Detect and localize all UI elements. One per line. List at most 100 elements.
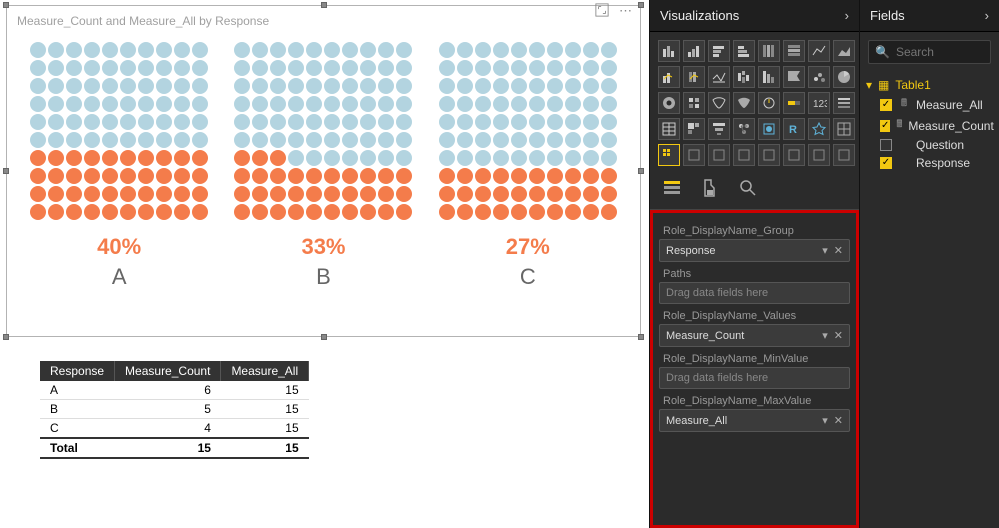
viz-type-icon[interactable] (658, 118, 680, 140)
field-item[interactable]: ✓Response (866, 154, 993, 172)
viz-type-icon[interactable] (808, 118, 830, 140)
remove-icon[interactable]: ✕ (828, 415, 843, 427)
viz-type-icon[interactable] (833, 92, 855, 114)
viz-type-icon[interactable] (683, 40, 705, 62)
viz-type-icon[interactable] (708, 92, 730, 114)
waffle-dot (457, 150, 473, 166)
search-input[interactable] (896, 45, 986, 59)
waffle-dot (601, 186, 617, 202)
more-options-icon[interactable]: ⋯ (619, 3, 634, 20)
viz-type-icon[interactable] (708, 144, 730, 166)
fields-panel: Fields › 🔍 ▾ ▦ Table1 ✓🖩Measure_All✓🖩Mea… (859, 0, 999, 528)
viz-type-icon[interactable] (833, 144, 855, 166)
waffle-dot (457, 204, 473, 220)
chevron-down-icon[interactable]: ▾ (816, 330, 828, 342)
field-item[interactable]: ✓🖩Measure_All (866, 94, 993, 115)
viz-type-icon[interactable] (783, 66, 805, 88)
waffle-dot (324, 186, 340, 202)
viz-type-icon[interactable] (658, 92, 680, 114)
viz-type-icon[interactable] (808, 40, 830, 62)
waffle-dot (475, 204, 491, 220)
viz-type-icon[interactable] (708, 66, 730, 88)
waffle-dot (439, 114, 455, 130)
chevron-right-icon[interactable]: › (985, 8, 989, 23)
chevron-down-icon[interactable]: ▾ (816, 415, 828, 427)
waffle-visual[interactable]: ⋯ Measure_Count and Measure_All by Respo… (6, 5, 641, 337)
viz-type-icon[interactable] (683, 92, 705, 114)
viz-type-icon[interactable] (658, 66, 680, 88)
viz-type-icon[interactable] (758, 118, 780, 140)
field-well[interactable]: Drag data fields here (659, 282, 850, 304)
field-item[interactable]: Question (866, 136, 993, 154)
field-checkbox[interactable]: ✓ (880, 120, 890, 132)
waffle-dot (529, 96, 545, 112)
viz-type-icon[interactable] (783, 92, 805, 114)
waffle-dot (48, 78, 64, 94)
viz-type-icon[interactable] (783, 40, 805, 62)
viz-type-icon[interactable] (708, 118, 730, 140)
viz-type-icon[interactable] (733, 66, 755, 88)
remove-icon[interactable]: ✕ (828, 330, 843, 342)
chevron-right-icon[interactable]: › (845, 8, 849, 23)
chevron-down-icon[interactable]: ▾ (816, 245, 828, 257)
waffle-dot (192, 132, 208, 148)
viz-type-icon[interactable] (658, 40, 680, 62)
waffle-dot (565, 96, 581, 112)
field-checkbox[interactable]: ✓ (880, 157, 892, 169)
fields-search[interactable]: 🔍 (868, 40, 991, 64)
viz-type-icon[interactable]: R (783, 118, 805, 140)
viz-type-icon[interactable] (808, 144, 830, 166)
waffle-dot (156, 96, 172, 112)
viz-type-icon[interactable] (683, 66, 705, 88)
waffle-dot (342, 114, 358, 130)
field-well[interactable]: Drag data fields here (659, 367, 850, 389)
waffle-label: A (30, 264, 208, 290)
fields-mode-icon[interactable] (662, 178, 682, 201)
viz-type-icon[interactable] (833, 66, 855, 88)
visualizations-header[interactable]: Visualizations › (650, 0, 859, 32)
field-well[interactable]: Measure_Count▾✕ (659, 324, 850, 347)
viz-type-icon[interactable] (733, 118, 755, 140)
waffle-dot (360, 168, 376, 184)
focus-mode-icon[interactable] (595, 3, 609, 20)
expand-icon: ▾ (866, 78, 872, 92)
viz-type-icon[interactable] (833, 40, 855, 62)
waffle-dot (493, 42, 509, 58)
viz-type-icon[interactable] (658, 144, 680, 166)
viz-type-icon[interactable] (783, 144, 805, 166)
field-well[interactable]: Response▾✕ (659, 239, 850, 262)
waffle-dot (565, 114, 581, 130)
waffle-dot (30, 204, 46, 220)
viz-type-icon[interactable] (758, 144, 780, 166)
viz-type-icon[interactable]: 123 (808, 92, 830, 114)
format-mode-icon[interactable] (700, 178, 720, 201)
remove-icon[interactable]: ✕ (828, 245, 843, 257)
viz-type-icon[interactable] (808, 66, 830, 88)
field-checkbox[interactable]: ✓ (880, 99, 892, 111)
waffle-dot (30, 150, 46, 166)
waffle-dot (529, 150, 545, 166)
fields-header[interactable]: Fields › (860, 0, 999, 32)
viz-type-icon[interactable] (683, 144, 705, 166)
waffle-dot (102, 114, 118, 130)
viz-type-icon[interactable] (733, 92, 755, 114)
field-well[interactable]: Measure_All▾✕ (659, 409, 850, 432)
viz-type-icon[interactable] (758, 40, 780, 62)
waffle-dot (493, 186, 509, 202)
viz-type-icon[interactable] (833, 118, 855, 140)
viz-type-icon[interactable] (733, 40, 755, 62)
waffle-dot (192, 42, 208, 58)
waffle-dot (30, 114, 46, 130)
viz-type-icon[interactable] (758, 92, 780, 114)
viz-type-icon[interactable] (708, 40, 730, 62)
field-item[interactable]: ✓🖩Measure_Count (866, 115, 993, 136)
viz-type-icon[interactable] (758, 66, 780, 88)
table-node[interactable]: ▾ ▦ Table1 (866, 76, 993, 94)
viz-type-icon[interactable] (733, 144, 755, 166)
field-checkbox[interactable] (880, 139, 892, 151)
waffle-dot (396, 204, 412, 220)
waffle-dot (48, 132, 64, 148)
analytics-mode-icon[interactable] (738, 178, 758, 201)
waffle-dot (493, 150, 509, 166)
viz-type-icon[interactable] (683, 118, 705, 140)
